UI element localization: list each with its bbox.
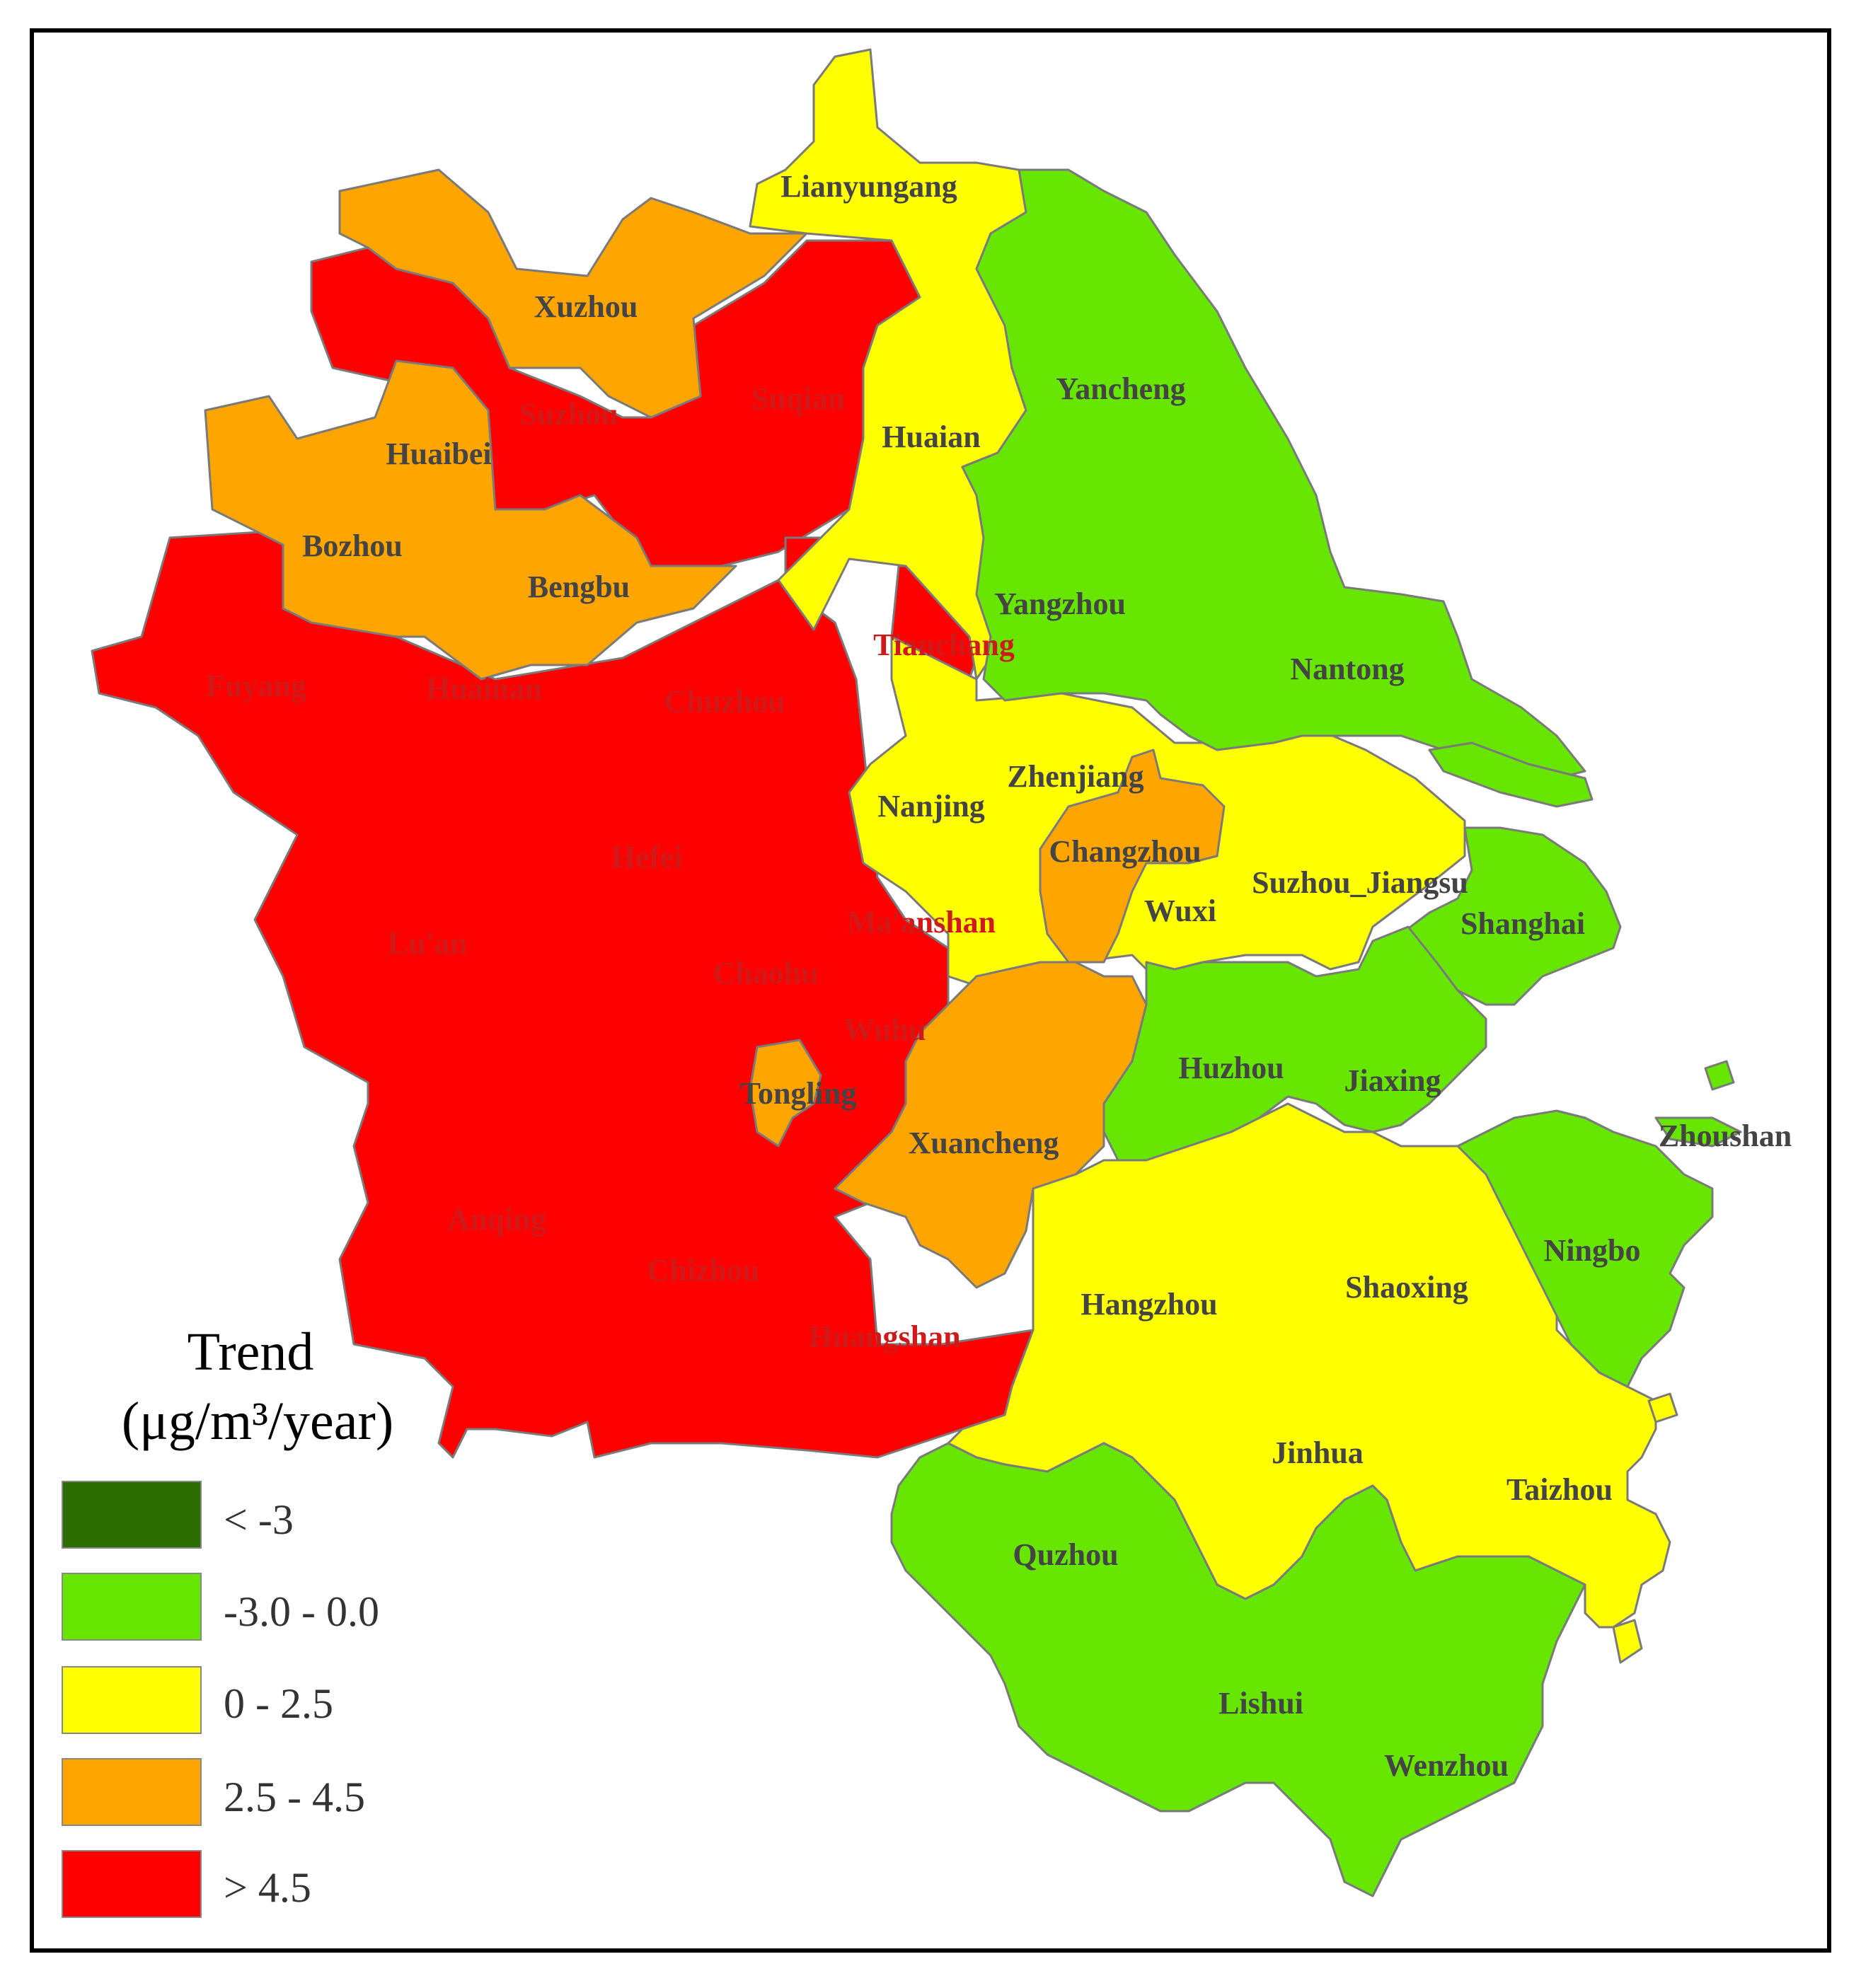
region-yancheng[interactable] (961, 168, 1586, 780)
city-label: Nanjing (877, 789, 985, 823)
city-label: Nantong (1290, 652, 1404, 686)
city-label: Jiaxing (1344, 1063, 1441, 1098)
legend-label: -3.0 - 0.0 (224, 1588, 379, 1635)
city-label: Huzhou (1178, 1051, 1284, 1085)
region-huzhou[interactable] (1102, 925, 1487, 1162)
region-bozhou[interactable] (204, 359, 737, 681)
city-label: Bozhou (302, 528, 403, 563)
city-label: Lishui (1218, 1686, 1303, 1721)
city-label: Ma'anshan (847, 905, 996, 940)
city-label: Bengbu (528, 570, 630, 604)
legend-title: Trend (188, 1322, 314, 1382)
region-lishui[interactable] (890, 1442, 1586, 1897)
island-chongming[interactable] (1428, 741, 1594, 808)
region-xuancheng[interactable] (834, 961, 1148, 1289)
city-label: Wuxi (1144, 894, 1216, 928)
legend-label: 2.5 - 4.5 (224, 1774, 365, 1820)
legend-label: 0 - 2.5 (224, 1680, 333, 1727)
city-label: Shaoxing (1345, 1270, 1468, 1305)
city-label: Xuzhou (534, 289, 638, 324)
island-taizhou-2[interactable] (1612, 1619, 1643, 1664)
city-label: Huaian (882, 420, 980, 454)
city-label: Lu'an (388, 926, 468, 961)
island-zhoushan[interactable] (1704, 1060, 1735, 1091)
island-taizhou[interactable] (1647, 1392, 1678, 1423)
city-label: Huangshan (808, 1319, 960, 1354)
region-shanghai[interactable] (1400, 826, 1622, 1006)
legend-label: > 4.5 (224, 1864, 311, 1911)
island-zhoushan-2[interactable] (1654, 1116, 1742, 1148)
region-tongling[interactable] (749, 1039, 822, 1148)
city-label: Chizhou (647, 1253, 760, 1288)
city-label: Huaibei (386, 437, 491, 471)
city-label: Tianchang (873, 628, 1015, 662)
city-label: Hangzhou (1081, 1287, 1217, 1322)
city-label: Lianyungang (780, 169, 957, 204)
region-ningbo[interactable] (1456, 1109, 1714, 1388)
legend-swatch (62, 1758, 202, 1826)
city-label: Anqing (447, 1202, 546, 1237)
legend-swatch (62, 1481, 202, 1549)
city-label: Quzhou (1013, 1537, 1118, 1572)
city-label: Suzhou (519, 397, 618, 432)
legend-label: < -3 (224, 1496, 294, 1543)
city-label: Xuancheng (909, 1126, 1059, 1160)
city-label: Chaohu (713, 956, 818, 990)
city-label: Taizhou (1506, 1472, 1613, 1507)
city-label: Zhenjiang (1007, 759, 1143, 794)
legend-swatch (62, 1666, 202, 1734)
city-label: Huainan (426, 671, 542, 706)
city-label: Suqian (751, 381, 845, 416)
city-label: Changzhou (1049, 834, 1201, 869)
region-changzhou[interactable] (1039, 749, 1226, 964)
region-anhui-south[interactable] (91, 529, 1035, 1459)
legend-swatch (62, 1573, 202, 1641)
city-label: Wuhu (843, 1012, 926, 1047)
city-label: Suzhou_Jiangsu (1252, 865, 1468, 900)
city-label: Jinhua (1272, 1435, 1364, 1470)
city-label: Tongling (740, 1076, 857, 1111)
city-label: Yangzhou (994, 586, 1126, 621)
legend-swatch (62, 1850, 202, 1918)
city-label: Wenzhou (1384, 1748, 1509, 1783)
city-label: Ningbo (1544, 1233, 1641, 1268)
city-label: Hefei (611, 840, 682, 874)
city-label: Zhoushan (1659, 1119, 1792, 1153)
city-label: Shanghai (1460, 906, 1585, 941)
region-xuzhou[interactable] (338, 168, 808, 419)
city-label: Chuzhou (664, 684, 785, 719)
city-label: Fuyang (206, 669, 306, 703)
city-label: Yancheng (1056, 371, 1185, 406)
legend-unit: (μg/m³/year) (122, 1392, 393, 1451)
